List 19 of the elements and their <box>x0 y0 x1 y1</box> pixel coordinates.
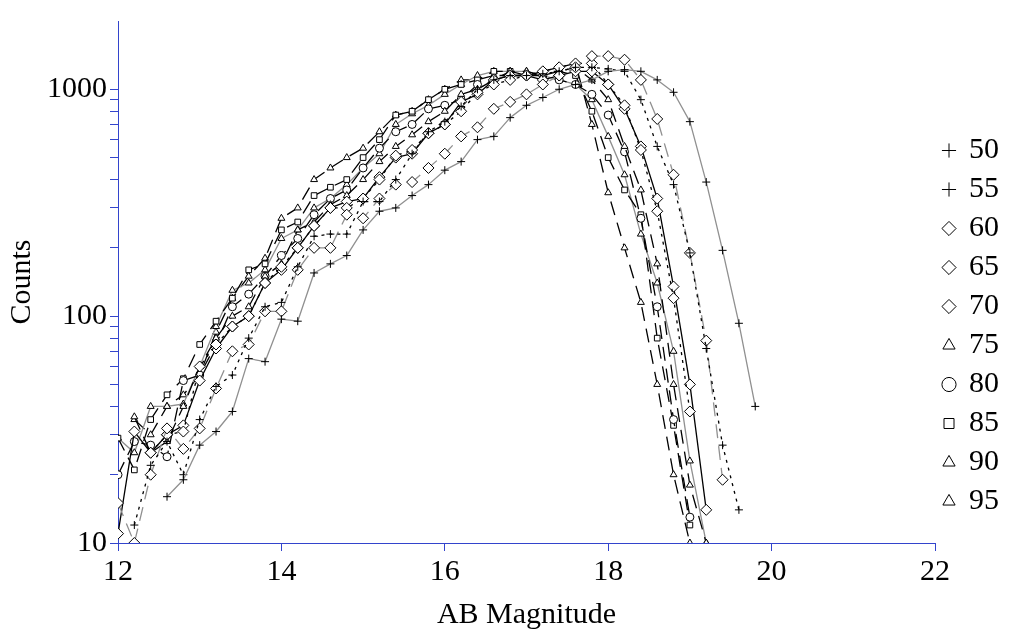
x-tick-label: 20 <box>756 552 787 586</box>
y-tick-label: 100 <box>62 297 107 331</box>
legend-label: 50 <box>969 131 999 165</box>
x-tick-label: 18 <box>593 552 624 586</box>
legend-label: 75 <box>969 326 999 360</box>
y-tick-label: 1000 <box>47 70 107 104</box>
legend-label: 60 <box>969 209 999 243</box>
x-tick-label: 16 <box>429 552 460 586</box>
legend-label: 70 <box>969 287 999 321</box>
y-axis-title: Counts <box>2 239 36 325</box>
x-tick-label: 14 <box>266 552 297 586</box>
legend-label: 55 <box>969 170 999 204</box>
legend-label: 65 <box>969 248 999 282</box>
legend-label: 95 <box>969 482 999 516</box>
legend-label: 80 <box>969 365 999 399</box>
legend-label: 90 <box>969 443 999 477</box>
legend-label: 85 <box>969 404 999 438</box>
x-tick-label: 22 <box>920 552 950 586</box>
x-axis-title: AB Magnitude <box>436 595 617 629</box>
